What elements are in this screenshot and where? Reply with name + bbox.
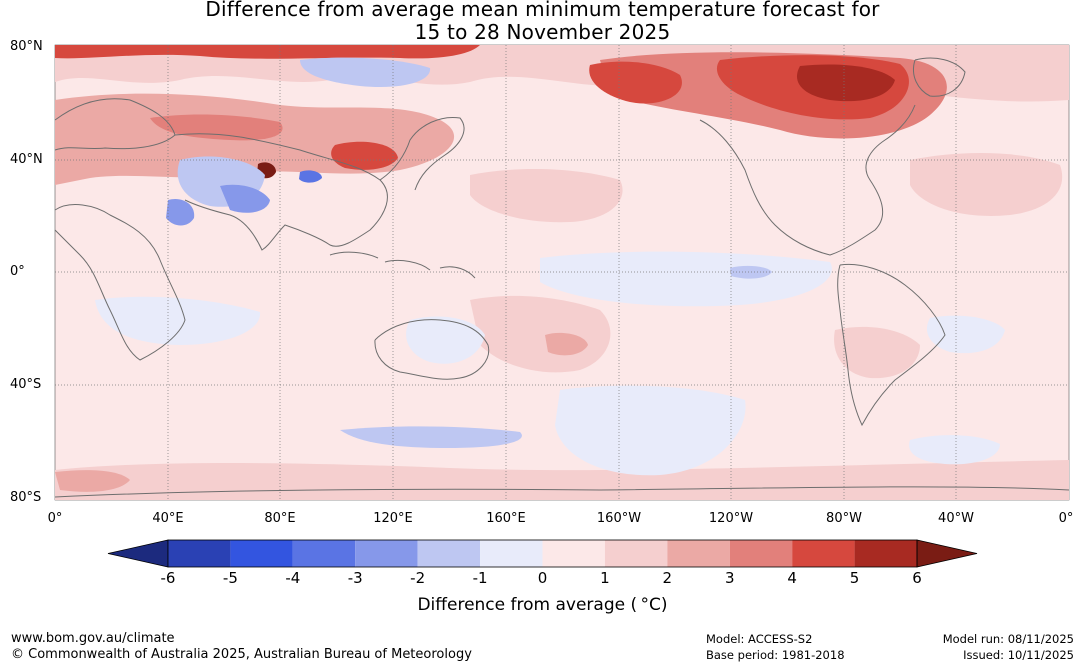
lat-label: 80°S — [10, 490, 42, 505]
lon-label: 80°W — [826, 511, 862, 526]
colorbar-bin — [168, 540, 231, 567]
atlantic-warm — [910, 153, 1063, 216]
lon-label: 40°W — [938, 511, 974, 526]
colorbar-tick-label: 5 — [849, 569, 860, 587]
colorbar-bin — [729, 540, 793, 567]
siberia-cool — [300, 57, 431, 88]
cool-anomalies — [95, 57, 1005, 476]
lon-label: 80°E — [264, 511, 296, 526]
colorbar-bin — [854, 540, 917, 567]
lon-label: 0° — [1058, 511, 1074, 526]
coast-australia — [374, 319, 490, 380]
colorbar-label: Difference from average ( °C) — [417, 595, 668, 615]
arabia-cool — [166, 198, 195, 226]
lon-label: 160°W — [596, 511, 642, 526]
copyright-text: © Commonwealth of Australia 2025, Austra… — [11, 647, 472, 662]
lat-label: 40°N — [10, 152, 43, 167]
graticule — [55, 45, 1069, 500]
colorbar-bin — [292, 540, 356, 567]
lon-label: 120°E — [373, 511, 413, 526]
coast-africa — [54, 204, 186, 361]
coral-sea-warm — [545, 332, 588, 356]
coast-maritime-continent — [329, 251, 476, 279]
southern-band-cool — [340, 426, 522, 448]
canada-peak-warm — [796, 64, 895, 102]
colorbar-tick-label: -1 — [472, 569, 488, 587]
map-title-line2: 15 to 28 November 2025 — [414, 20, 671, 44]
colorbar-tick-label: 0 — [537, 569, 548, 587]
coast-asia — [174, 133, 388, 251]
colorbar-extend-high — [916, 539, 978, 568]
model-run-date: Model run: 08/11/2025 — [942, 632, 1074, 646]
warm-anomalies — [55, 45, 1069, 500]
lon-label: 160°E — [486, 511, 526, 526]
lon-label: 0° — [47, 511, 63, 526]
indian-ocean-cool — [95, 296, 261, 345]
website-link[interactable]: www.bom.gov.au/climate — [11, 631, 175, 646]
himalaya-cool — [299, 170, 322, 183]
lon-label: 120°W — [708, 511, 754, 526]
colorbar-frame — [167, 539, 918, 568]
coast-europe — [54, 98, 176, 151]
colorbar-bin — [604, 540, 668, 567]
colorbar-bin — [355, 540, 418, 567]
brazil-coast-cool — [926, 315, 1005, 354]
colorbar-tick-label: -4 — [285, 569, 301, 587]
coast-antarctica — [54, 486, 1070, 498]
australia-interior-cool — [406, 316, 485, 364]
colorbar-tick-label: -3 — [347, 569, 363, 587]
lat-label: 0° — [10, 264, 25, 279]
south-america-warm — [834, 326, 920, 379]
lon-label: 40°E — [152, 511, 184, 526]
southern-pacific-cool — [555, 385, 746, 476]
arctic-peak-band — [55, 45, 480, 59]
south-atlantic-cool — [909, 435, 1000, 465]
coast-greenland — [913, 57, 966, 97]
coastlines — [54, 57, 1070, 498]
colorbar-tick-label: -6 — [160, 569, 176, 587]
colorbar-bin — [417, 540, 481, 567]
colorbar-bin — [230, 540, 293, 567]
colorbar-extend-low — [107, 539, 169, 568]
colorbar-bin — [792, 540, 855, 567]
india-cool — [220, 184, 270, 213]
lat-label: 80°N — [10, 39, 43, 54]
coast-north-america — [699, 104, 916, 256]
siberia-warm — [589, 61, 682, 104]
colorbar-tick-label: 4 — [787, 569, 797, 587]
colorbar-tick-label: -5 — [222, 569, 238, 587]
coast-east-asia — [379, 116, 465, 191]
colorbar-tick-label: 6 — [912, 569, 922, 587]
china-warm — [331, 141, 398, 170]
colorbar-bin — [542, 540, 605, 567]
colorbar-bin — [480, 540, 543, 567]
pacific-north-warm — [470, 168, 623, 223]
map-title-line1: Difference from average mean minimum tem… — [205, 0, 880, 21]
coast-south-america — [837, 263, 946, 427]
colorbar-bin — [667, 540, 730, 567]
southern-peak-warm — [55, 470, 130, 492]
colorbar — [107, 539, 978, 568]
model-name: Model: ACCESS-S2 — [706, 632, 813, 646]
colorbar-tick-label: 3 — [724, 569, 735, 587]
issued-date: Issued: 10/11/2025 — [963, 648, 1074, 662]
base-period: Base period: 1981-2018 — [706, 648, 845, 662]
equatorial-pacific-cool — [540, 251, 832, 307]
colorbar-tick-label: -2 — [410, 569, 426, 587]
colorbar-tick-label: 2 — [662, 569, 673, 587]
lat-label: 40°S — [10, 377, 42, 392]
colorbar-tick-label: 1 — [600, 569, 610, 587]
